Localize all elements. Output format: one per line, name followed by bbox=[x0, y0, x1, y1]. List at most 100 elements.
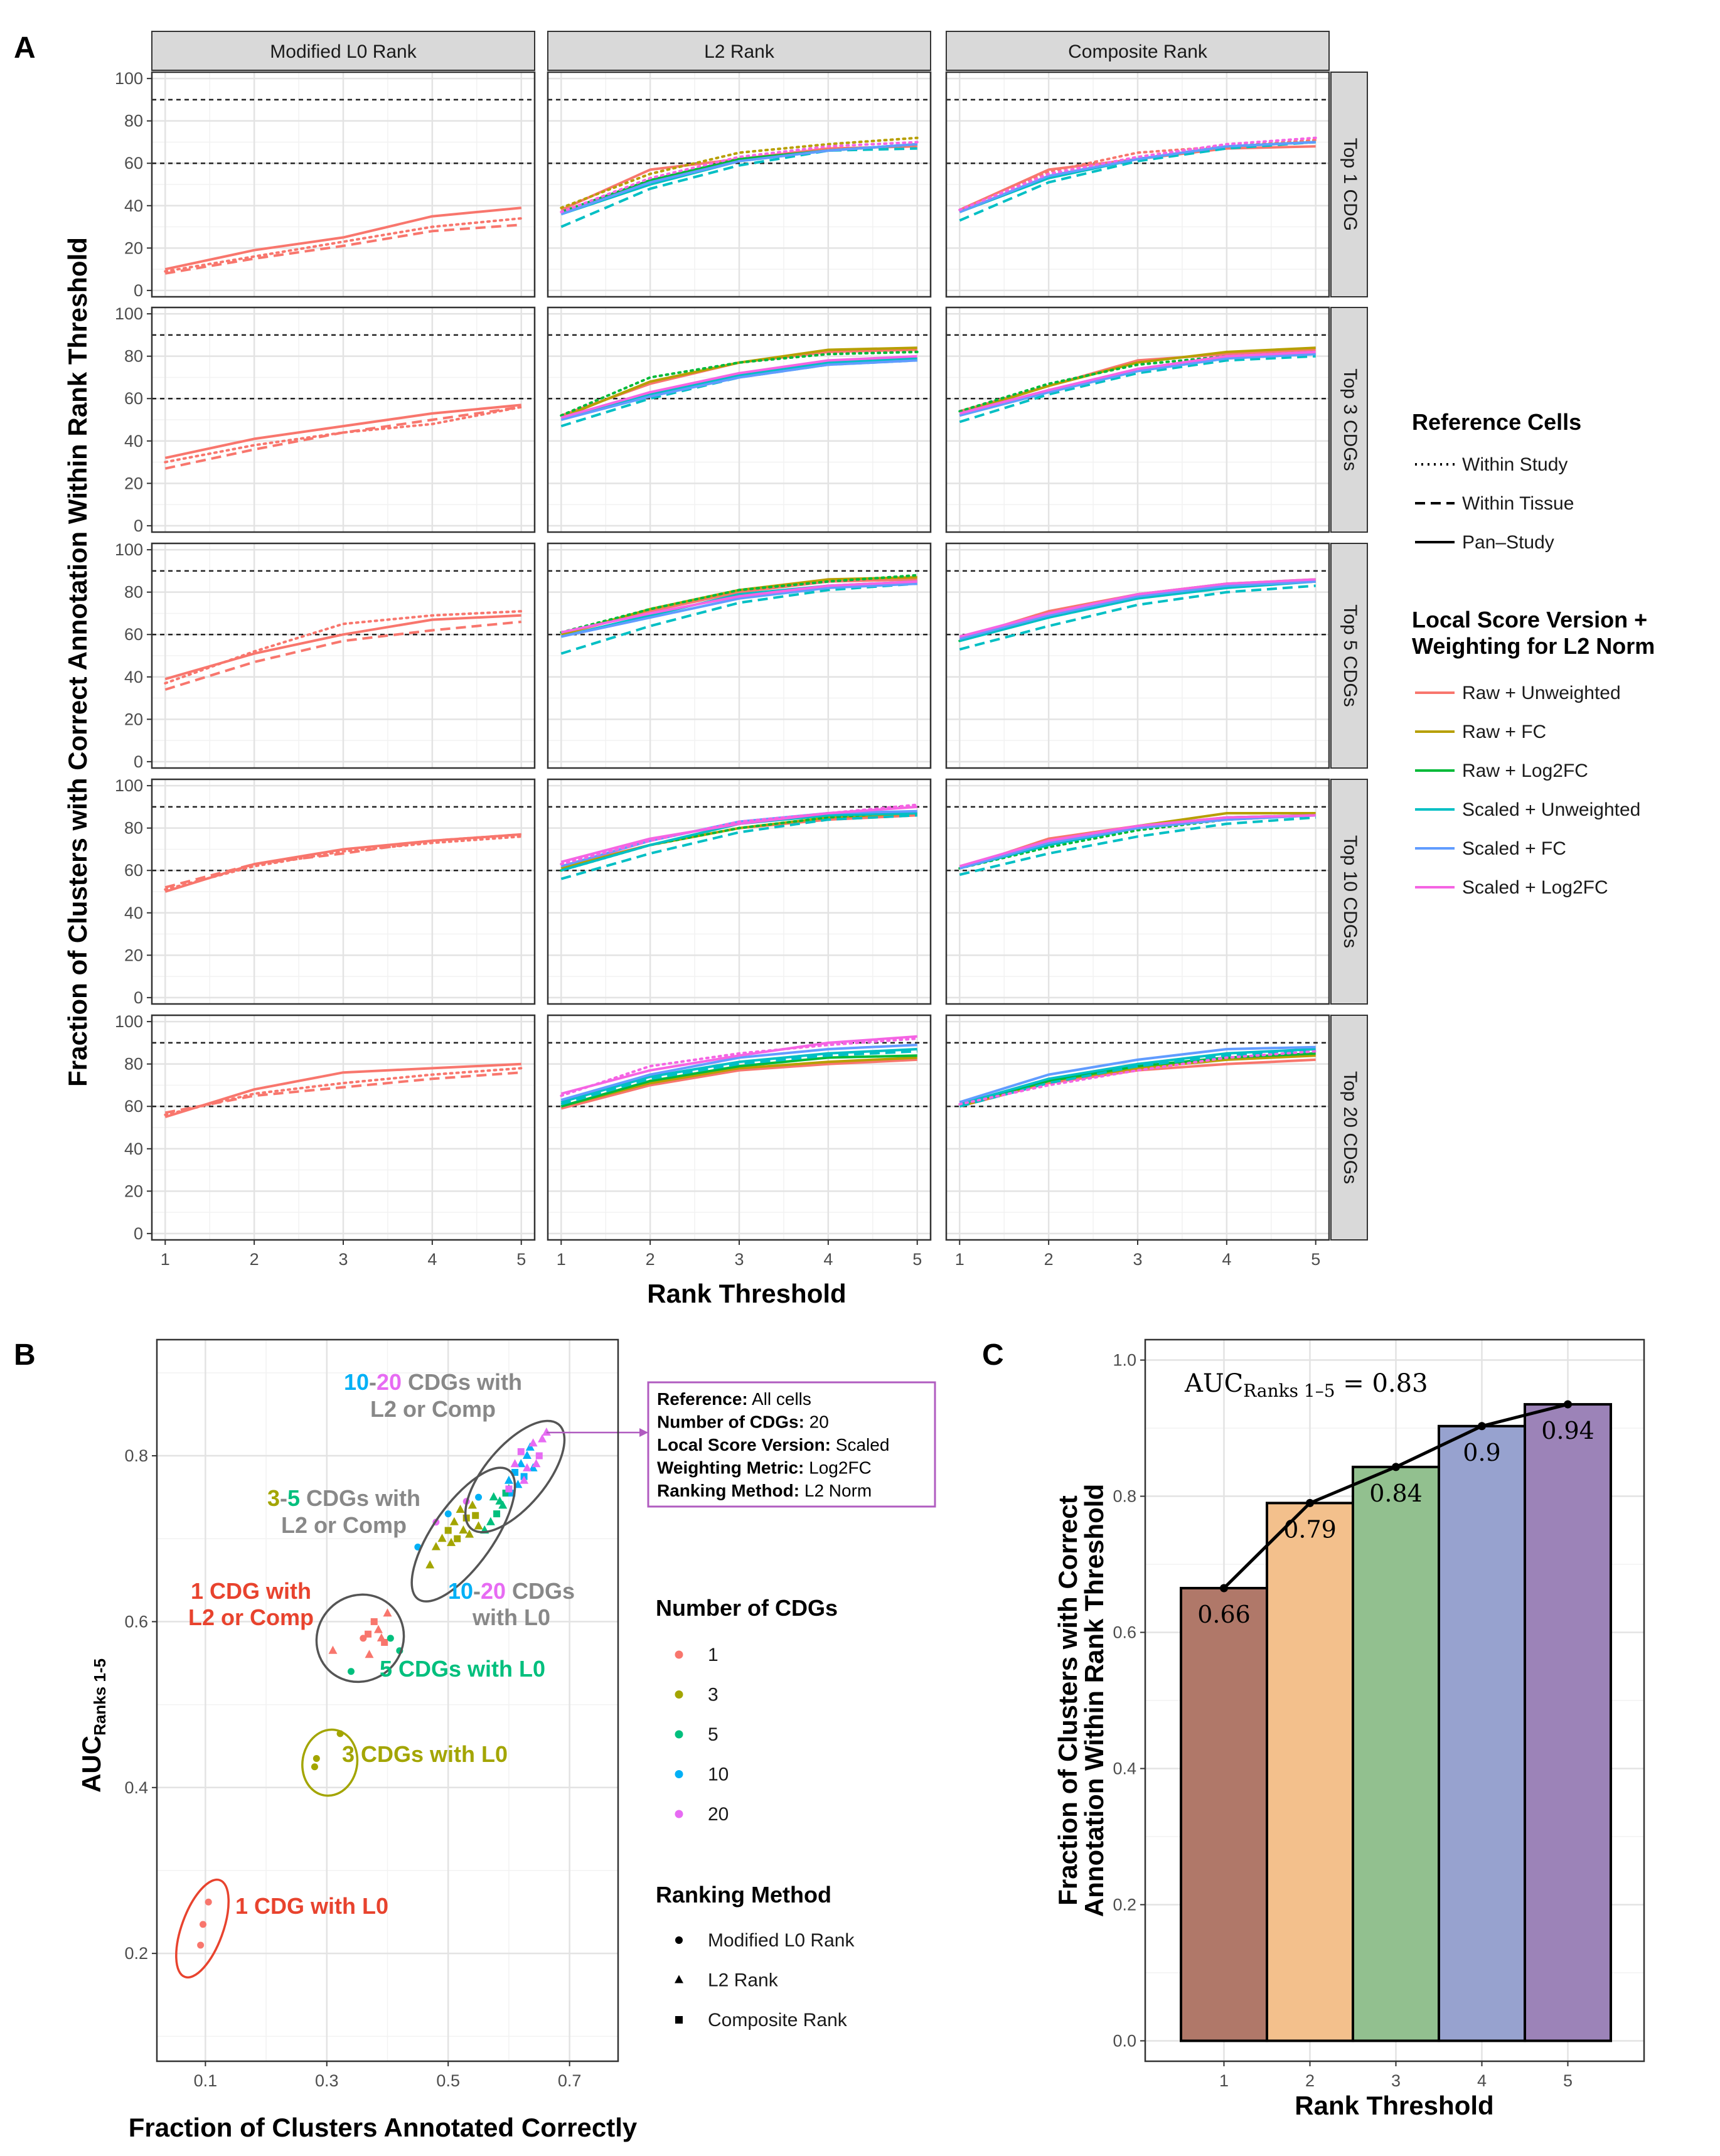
data-point bbox=[535, 1452, 543, 1460]
legend-title: Number of CDGs bbox=[656, 1595, 838, 1621]
annotation-part: 1 CDG with L0 bbox=[235, 1893, 388, 1919]
bar bbox=[1352, 1465, 1440, 2042]
series-line bbox=[164, 403, 521, 459]
data-point bbox=[474, 1521, 483, 1530]
data-point bbox=[528, 1438, 538, 1447]
series-line bbox=[164, 1062, 521, 1119]
series-line bbox=[164, 833, 521, 889]
info-key: Number of CDGs: bbox=[657, 1412, 804, 1432]
auc-value: = 0.83 bbox=[1335, 1369, 1428, 1398]
legend-title: Weighting for L2 Norm bbox=[1412, 633, 1655, 659]
bar-value-label: 0.94 bbox=[1541, 1417, 1594, 1444]
series-line bbox=[560, 350, 919, 417]
annotation-part: 20 bbox=[377, 1369, 402, 1395]
series-line bbox=[959, 346, 1316, 415]
y-tick-label: 80 bbox=[124, 819, 143, 838]
annotation-part: - bbox=[369, 1369, 377, 1395]
x-tick-label: 1 bbox=[161, 1250, 170, 1269]
y-tick-label: 20 bbox=[124, 710, 143, 728]
facet-panel: 1 2 3 4 5 bbox=[945, 1014, 1330, 1269]
series-line bbox=[959, 814, 1316, 870]
data-point bbox=[522, 1463, 531, 1471]
data-point bbox=[508, 1490, 516, 1497]
panel-border bbox=[151, 306, 536, 533]
data-point bbox=[502, 1490, 510, 1497]
legend-label: Scaled + FC bbox=[1462, 838, 1566, 859]
series-line bbox=[959, 350, 1316, 415]
legend-key-color bbox=[675, 1650, 683, 1659]
x-axis-title: Rank Threshold bbox=[1295, 2091, 1493, 2120]
legend-label: Modified L0 Rank bbox=[708, 1930, 855, 1951]
data-point bbox=[437, 1534, 447, 1542]
auc-annotation: AUCRanks 1–5 = 0.83 bbox=[1184, 1369, 1428, 1401]
annotation-part: 1 CDG with bbox=[191, 1578, 311, 1604]
annotation-part: - bbox=[473, 1578, 481, 1604]
legend-label: L2 Rank bbox=[708, 1970, 779, 1991]
panel-letter-c: C bbox=[982, 1338, 1004, 1372]
info-box bbox=[647, 1381, 936, 1508]
annotation-label: L2 or Comp bbox=[281, 1512, 407, 1538]
series-line bbox=[560, 582, 917, 655]
annotation-label: 3-5 CDGs with bbox=[267, 1485, 420, 1511]
x-tick-label: 3 bbox=[1133, 1250, 1142, 1269]
y-tick-label: 0.0 bbox=[1113, 2031, 1136, 2050]
x-tick-label: 4 bbox=[427, 1250, 437, 1269]
legend-label: Raw + Unweighted bbox=[1462, 683, 1621, 703]
panel-border bbox=[547, 71, 932, 298]
cluster-ellipse bbox=[175, 1878, 230, 1979]
legend-key-shape bbox=[675, 1975, 683, 1983]
legend-label: Raw + FC bbox=[1462, 722, 1546, 742]
series-line bbox=[560, 580, 917, 634]
facet-strip-label: Modified L0 Rank bbox=[270, 41, 417, 62]
data-point bbox=[454, 1535, 461, 1542]
data-point bbox=[465, 1529, 474, 1538]
y-axis-title: Fraction of Clusters with Correct bbox=[1053, 1495, 1082, 1905]
y-tick-label: 40 bbox=[124, 1139, 143, 1158]
legend-label: Scaled + Log2FC bbox=[1462, 877, 1608, 898]
legend-label: 20 bbox=[708, 1804, 729, 1825]
y-tick-label: 20 bbox=[124, 946, 143, 964]
data-point bbox=[373, 1625, 383, 1633]
cluster-ellipse bbox=[410, 1466, 516, 1603]
x-tick-label: 0.5 bbox=[436, 2071, 460, 2090]
x-axis-title: Fraction of Clusters Annotated Correctly bbox=[129, 2113, 638, 2142]
facet-panel: 0 20 40 60 80 100 1 2 3 4 5 bbox=[115, 1012, 536, 1269]
info-value: Log2FC bbox=[804, 1458, 871, 1478]
series-line bbox=[560, 1048, 917, 1104]
legend-ranking-method: Ranking Method Modified L0 Rank L2 Rank Com… bbox=[656, 1882, 855, 2031]
data-point bbox=[328, 1645, 338, 1654]
facet-strip-label: Composite Rank bbox=[1068, 41, 1208, 62]
y-tick-label: 20 bbox=[124, 474, 143, 493]
legend-number-cdgs: Number of CDGs 1 3 5 10 20 bbox=[656, 1595, 838, 1825]
info-value: L2 Norm bbox=[799, 1481, 872, 1500]
facet-panel: 0 20 40 60 80 100 bbox=[115, 540, 536, 771]
data-point bbox=[522, 1451, 531, 1460]
annotation-part: 10 bbox=[344, 1369, 369, 1395]
facet-strip-row bbox=[1330, 72, 1368, 297]
y-tick-label: 100 bbox=[115, 304, 143, 323]
series-line bbox=[959, 580, 1316, 640]
series-line bbox=[959, 1048, 1316, 1106]
facet-strip-row bbox=[1330, 543, 1368, 769]
data-point bbox=[459, 1525, 468, 1534]
facet-strip-row bbox=[1330, 779, 1368, 1005]
annotation-label: 5 CDGs with L0 bbox=[380, 1656, 545, 1682]
cluster-ellipse bbox=[315, 1593, 405, 1684]
panel-border bbox=[151, 542, 536, 769]
legend-label: 3 bbox=[708, 1685, 718, 1705]
annotation-part: - bbox=[280, 1485, 287, 1511]
series-line bbox=[164, 217, 523, 273]
series-line bbox=[560, 357, 917, 421]
plot-border bbox=[1144, 1338, 1645, 2063]
data-point bbox=[493, 1510, 501, 1518]
data-point bbox=[475, 1493, 483, 1501]
legend-title: Reference Cells bbox=[1412, 409, 1581, 435]
legend-label: 10 bbox=[708, 1764, 729, 1785]
annotation-part: 10 bbox=[448, 1578, 473, 1604]
series-line bbox=[560, 1056, 917, 1108]
facet-panel bbox=[945, 71, 1330, 298]
annotation-part: CDGs with bbox=[402, 1369, 522, 1395]
bar-value-label: 0.84 bbox=[1369, 1480, 1423, 1507]
legend-key-color bbox=[675, 1690, 683, 1699]
